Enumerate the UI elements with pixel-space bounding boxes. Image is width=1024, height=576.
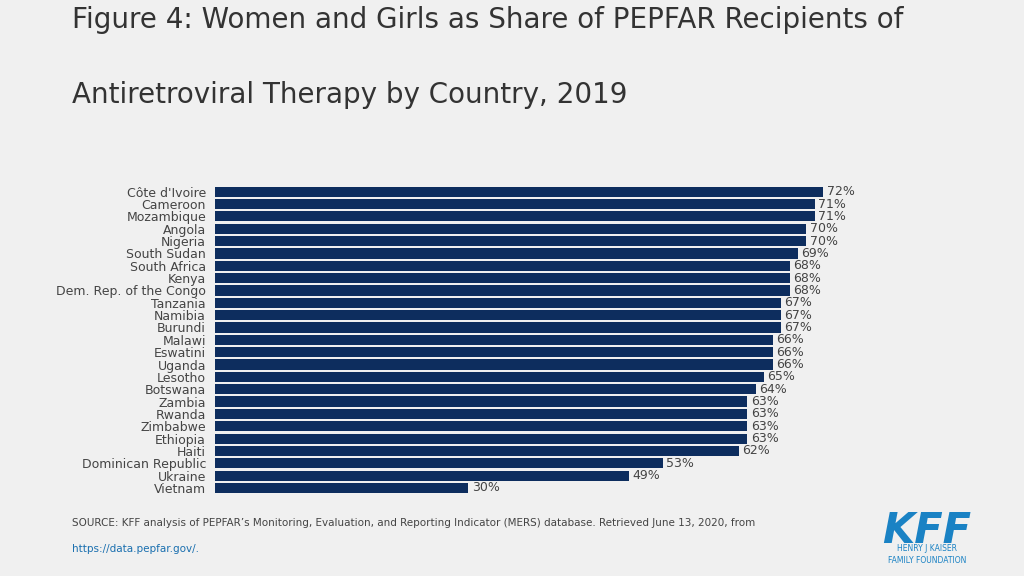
Text: 63%: 63% — [751, 407, 778, 420]
Bar — [215, 347, 772, 357]
Text: SOURCE: KFF analysis of PEPFAR’s Monitoring, Evaluation, and Reporting Indicator: SOURCE: KFF analysis of PEPFAR’s Monitor… — [72, 518, 755, 528]
Bar — [215, 434, 748, 444]
Bar — [215, 372, 764, 382]
Text: 71%: 71% — [818, 198, 846, 211]
Bar — [215, 396, 748, 407]
Bar — [215, 421, 748, 431]
Text: 30%: 30% — [472, 482, 500, 494]
Bar — [215, 310, 781, 320]
Text: 63%: 63% — [751, 420, 778, 433]
Bar — [215, 187, 823, 197]
Bar — [215, 446, 739, 456]
Bar — [215, 248, 798, 259]
Bar — [215, 236, 807, 246]
Text: KFF: KFF — [883, 510, 971, 552]
Text: 66%: 66% — [776, 334, 804, 346]
Text: 67%: 67% — [784, 321, 812, 334]
Text: 66%: 66% — [776, 358, 804, 371]
Bar — [215, 483, 469, 493]
Bar — [215, 471, 629, 480]
Text: 67%: 67% — [784, 296, 812, 309]
Text: 68%: 68% — [793, 259, 821, 272]
Text: HENRY J KAISER
FAMILY FOUNDATION: HENRY J KAISER FAMILY FOUNDATION — [888, 544, 966, 565]
Bar — [215, 323, 781, 332]
Text: https://data.pepfar.gov/.: https://data.pepfar.gov/. — [72, 544, 199, 554]
Text: Antiretroviral Therapy by Country, 2019: Antiretroviral Therapy by Country, 2019 — [72, 81, 627, 109]
Text: 69%: 69% — [802, 247, 829, 260]
Text: Figure 4: Women and Girls as Share of PEPFAR Recipients of: Figure 4: Women and Girls as Share of PE… — [72, 6, 903, 34]
Text: 67%: 67% — [784, 309, 812, 321]
Text: 49%: 49% — [633, 469, 660, 482]
Text: 64%: 64% — [759, 382, 786, 396]
Bar — [215, 335, 772, 345]
Text: 62%: 62% — [742, 445, 770, 457]
Bar — [215, 298, 781, 308]
Bar — [215, 359, 772, 370]
Bar — [215, 458, 663, 468]
Text: 68%: 68% — [793, 272, 821, 285]
Bar — [215, 211, 815, 222]
Text: 68%: 68% — [793, 284, 821, 297]
Text: 70%: 70% — [810, 222, 838, 235]
Text: 70%: 70% — [810, 234, 838, 248]
Text: 71%: 71% — [818, 210, 846, 223]
Bar — [215, 286, 790, 295]
Text: 53%: 53% — [667, 457, 694, 470]
Text: 66%: 66% — [776, 346, 804, 359]
Bar — [215, 223, 807, 234]
Text: 72%: 72% — [826, 185, 855, 198]
Bar — [215, 409, 748, 419]
Text: 63%: 63% — [751, 432, 778, 445]
Bar — [215, 384, 756, 395]
Text: 63%: 63% — [751, 395, 778, 408]
Bar — [215, 199, 815, 209]
Bar — [215, 273, 790, 283]
Text: 65%: 65% — [768, 370, 796, 384]
Bar — [215, 261, 790, 271]
